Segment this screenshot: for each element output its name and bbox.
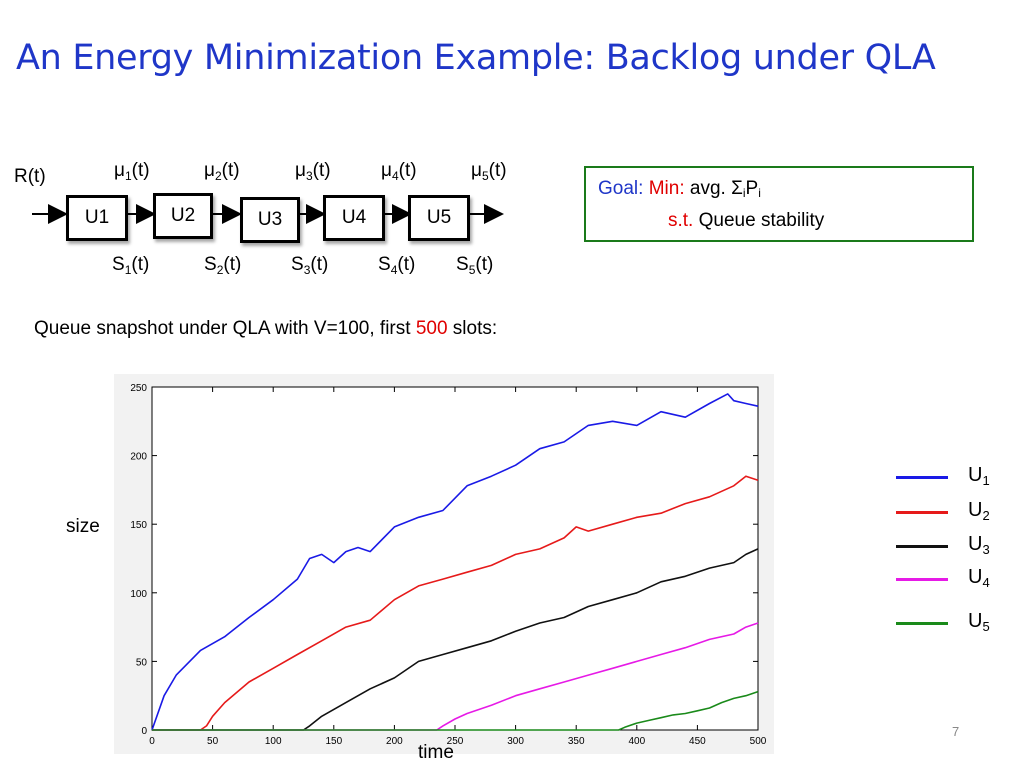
series-line-u5 xyxy=(152,690,759,731)
y-tick-label-4: 200 xyxy=(130,452,147,463)
y-tick-label-1: 50 xyxy=(136,657,148,668)
y-tick-label-2: 100 xyxy=(130,589,147,600)
series-line-u2 xyxy=(152,475,759,731)
input-label: R(t) xyxy=(14,166,46,187)
x-axis-label: time xyxy=(418,742,454,763)
s-label-4: S4(t) xyxy=(378,254,416,277)
legend-item-u5: U5 xyxy=(896,610,1016,640)
s-label-2: S2(t) xyxy=(204,254,242,277)
min-label: Min: xyxy=(648,178,685,199)
chart-caption: Queue snapshot under QLA with V=100, fir… xyxy=(34,318,498,339)
legend-swatch-u3 xyxy=(896,545,948,548)
unit-box-u5: U5 xyxy=(408,195,470,241)
x-tick-label-2: 100 xyxy=(265,736,282,747)
legend-label-u5: U5 xyxy=(968,610,990,634)
legend-label-u3: U3 xyxy=(968,533,990,557)
objective-text: avg. ΣiPi xyxy=(689,178,761,200)
unit-box-u4: U4 xyxy=(323,195,385,241)
series-line-u4 xyxy=(152,622,759,731)
series-line-u1 xyxy=(151,393,759,731)
page-number: 7 xyxy=(952,724,960,739)
constraint-text: Queue stability xyxy=(698,210,825,231)
goal-constraint: s.t. Queue stability xyxy=(668,210,824,232)
x-tick-label-0: 0 xyxy=(149,736,155,747)
x-tick-label-3: 150 xyxy=(325,736,342,747)
legend-label-u2: U2 xyxy=(968,499,990,523)
x-tick-label-1: 50 xyxy=(207,736,219,747)
legend-swatch-u4 xyxy=(896,578,948,581)
mu-label-5: μ5(t) xyxy=(471,160,507,183)
st-label: s.t. xyxy=(668,210,694,231)
legend-swatch-u2 xyxy=(896,511,948,514)
x-tick-label-7: 350 xyxy=(568,736,585,747)
legend-label-u4: U4 xyxy=(968,566,990,590)
plot-area xyxy=(151,386,759,731)
s-label-5: S5(t) xyxy=(456,254,494,277)
unit-box-u1: U1 xyxy=(66,195,128,241)
legend-item-u1: U1 xyxy=(896,464,1016,494)
legend-item-u3: U3 xyxy=(896,533,1016,563)
s-label-1: S1(t) xyxy=(112,254,150,277)
legend-item-u2: U2 xyxy=(896,499,1016,529)
caption-highlight: 500 xyxy=(415,318,448,339)
x-tick-label-9: 450 xyxy=(689,736,706,747)
goal-box: Goal: Min: avg. ΣiPi s.t. Queue stabilit… xyxy=(584,166,974,242)
goal-objective: Goal: Min: avg. ΣiPi xyxy=(598,178,761,200)
y-tick-label-5: 250 xyxy=(130,383,147,394)
legend-swatch-u1 xyxy=(896,476,948,479)
legend-item-u4: U4 xyxy=(896,566,1016,596)
series-line-u3 xyxy=(152,548,759,731)
x-tick-label-4: 200 xyxy=(386,736,403,747)
slide-title: An Energy Minimization Example: Backlog … xyxy=(16,38,936,78)
goal-label: Goal: xyxy=(598,178,644,199)
legend-swatch-u5 xyxy=(896,622,948,625)
unit-box-u3: U3 xyxy=(240,197,300,243)
s-label-3: S3(t) xyxy=(291,254,329,277)
legend-label-u1: U1 xyxy=(968,464,990,488)
mu-label-1: μ1(t) xyxy=(114,160,150,183)
x-tick-label-8: 400 xyxy=(628,736,645,747)
unit-box-u2: U2 xyxy=(153,193,213,239)
x-tick-label-5: 250 xyxy=(447,736,464,747)
mu-label-3: μ3(t) xyxy=(295,160,331,183)
y-tick-label-0: 0 xyxy=(141,726,147,737)
x-tick-label-10: 500 xyxy=(750,736,767,747)
mu-label-4: μ4(t) xyxy=(381,160,417,183)
y-tick-label-3: 150 xyxy=(130,520,147,531)
y-axis-label: size xyxy=(66,516,100,537)
mu-label-2: μ2(t) xyxy=(204,160,240,183)
x-tick-label-6: 300 xyxy=(507,736,524,747)
flow-arrows xyxy=(32,204,504,224)
